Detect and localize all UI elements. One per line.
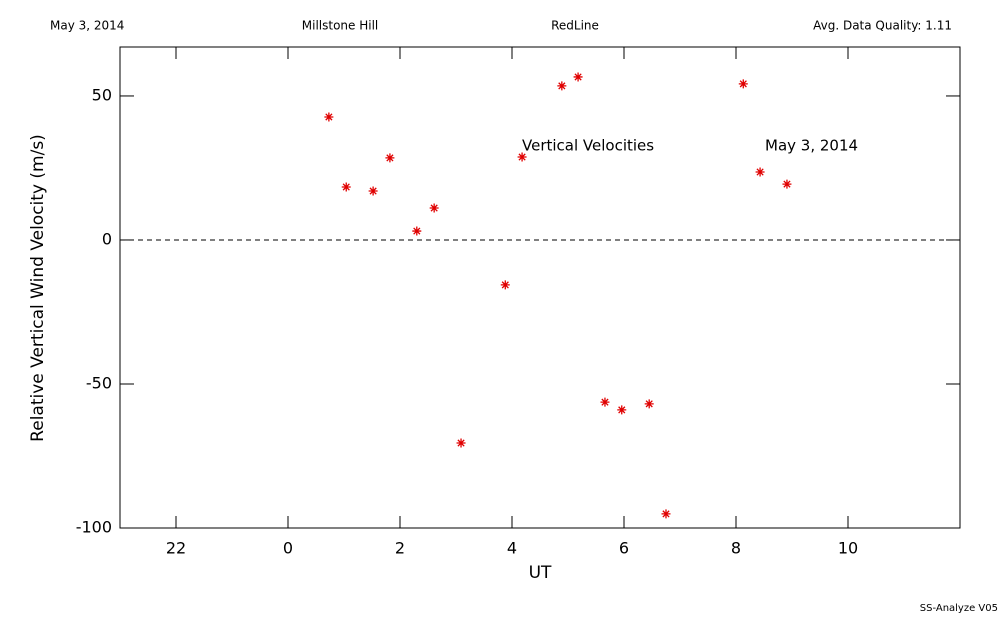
point [324, 112, 334, 122]
point [573, 72, 583, 82]
y-tick-label: -50 [86, 373, 112, 392]
point [644, 399, 654, 409]
point [600, 397, 610, 407]
x-tick-label: 0 [283, 539, 293, 558]
header-date: May 3, 2014 [50, 19, 124, 33]
point [661, 509, 671, 519]
header-quality: Avg. Data Quality: 1.11 [813, 19, 952, 33]
y-tick-label: -100 [76, 518, 112, 537]
x-tick-label: 2 [395, 539, 405, 558]
annotation: Vertical Velocities [522, 137, 654, 155]
point [456, 438, 466, 448]
x-tick-label: 4 [507, 539, 517, 558]
x-tick-label: 10 [838, 539, 858, 558]
footer: SS-Analyze V05 [920, 603, 998, 614]
point [412, 226, 422, 236]
annotation: May 3, 2014 [765, 137, 858, 155]
y-tick-label: 0 [102, 229, 112, 248]
point [755, 167, 765, 177]
x-tick-label: 8 [731, 539, 741, 558]
point [782, 179, 792, 189]
point [617, 405, 627, 415]
point [368, 186, 378, 196]
header-instrument: RedLine [551, 19, 599, 33]
x-tick-label: 6 [619, 539, 629, 558]
point [429, 203, 439, 213]
y-axis-label: Relative Vertical Wind Velocity (m/s) [28, 134, 48, 442]
x-axis-label: UT [529, 563, 552, 583]
point [517, 152, 527, 162]
point [341, 182, 351, 192]
point [500, 280, 510, 290]
point [557, 81, 567, 91]
header-site: Millstone Hill [302, 19, 378, 33]
y-tick-label: 50 [92, 85, 112, 104]
x-tick-label: 22 [166, 539, 186, 558]
plot-frame [119, 46, 961, 529]
point [738, 79, 748, 89]
point [385, 153, 395, 163]
